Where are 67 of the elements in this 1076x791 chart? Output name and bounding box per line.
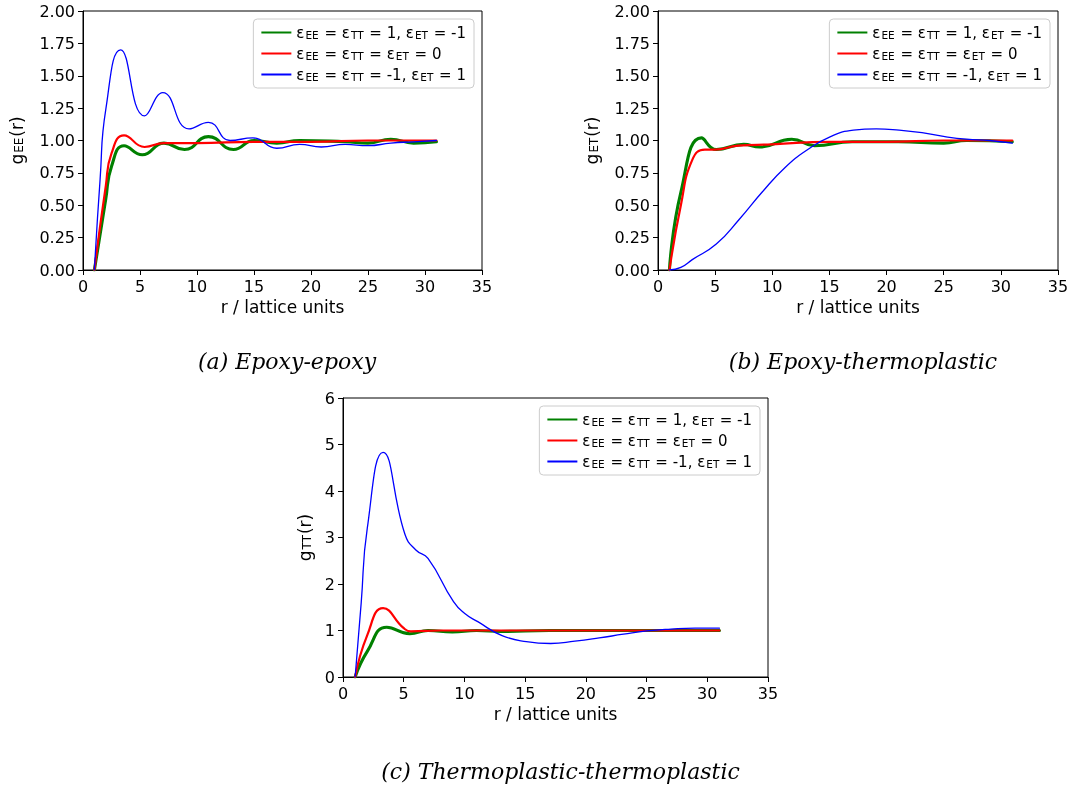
text: (b) Epoxy-thermoplastic	[728, 348, 998, 374]
y-tick-label: 0.50	[39, 195, 75, 215]
y-tick-label: 3	[324, 528, 335, 547]
y-tick-label: 1.25	[614, 98, 650, 118]
x-tick-label: 25	[636, 683, 657, 703]
y-tick-label: 1	[324, 621, 335, 640]
y-tick-label: 5	[324, 435, 335, 454]
legend-label: εEE = εTT = 1, εET = -1	[582, 410, 752, 429]
x-tick-label: 20	[300, 276, 322, 296]
y-tick-label: 1.75	[614, 33, 650, 53]
x-axis-title: r / lattice units	[796, 297, 920, 318]
y-tick-label: 0.00	[614, 260, 650, 280]
x-tick-label: 20	[575, 683, 597, 703]
x-tick-label: 15	[819, 276, 840, 296]
x-tick-label: 5	[134, 276, 146, 296]
y-tick-label: 0.00	[39, 260, 75, 280]
legend-label: εEE = εTT = 1, εET = -1	[872, 23, 1042, 42]
y-axis-title: gTT(r)	[294, 513, 315, 562]
x-tick-label: 25	[357, 276, 379, 296]
y-tick-label: 4	[324, 481, 335, 501]
text: (c) Thermoplastic-thermoplastic	[381, 758, 740, 784]
x-tick-label: 0	[77, 276, 89, 296]
x-tick-label: 25	[933, 276, 954, 296]
x-tick-label: 15	[243, 276, 265, 296]
x-tick-label: 0	[337, 683, 349, 703]
x-tick-label: 35	[471, 276, 493, 296]
x-tick-label: 35	[1047, 276, 1069, 296]
legend-label: εEE = εTT = -1, εET = 1	[296, 65, 467, 84]
legend-label: εEE = εTT = 1, εET = -1	[296, 23, 466, 42]
x-tick-label: 10	[186, 276, 208, 296]
legend-label: εEE = εTT = εET = 0	[296, 44, 442, 63]
x-tick-label: 35	[757, 683, 779, 703]
x-tick-label: 10	[454, 683, 475, 703]
legend-label: εEE = εTT = -1, εET = 1	[582, 452, 753, 471]
x-tick-label: 0	[652, 276, 664, 296]
x-tick-label: 20	[876, 276, 897, 296]
y-tick-label: 1.25	[39, 98, 75, 118]
y-tick-label: 2.00	[614, 1, 650, 21]
y-tick-label: 1.75	[39, 33, 75, 53]
y-tick-label: 6	[324, 388, 335, 408]
y-tick-label: 2.00	[39, 1, 75, 21]
x-tick-label: 5	[710, 276, 721, 296]
y-axis-title: gET(r)	[581, 116, 602, 165]
y-axis-title: gEE(r)	[6, 116, 27, 165]
y-tick-label: 1.00	[39, 131, 75, 150]
x-tick-label: 30	[990, 276, 1012, 296]
x-axis-title: r / lattice units	[220, 297, 345, 318]
legend-label: εEE = εTT = -1, εET = 1	[872, 65, 1043, 84]
y-tick-label: 1.50	[39, 66, 75, 86]
y-tick-label: 0.25	[39, 228, 75, 248]
x-tick-label: 15	[514, 683, 536, 703]
y-tick-label: 1.50	[614, 66, 650, 86]
y-tick-label: 0.75	[39, 163, 75, 183]
x-axis-title: r / lattice units	[493, 704, 618, 725]
y-tick-label: 0	[324, 667, 335, 687]
y-tick-label: 0.75	[614, 163, 650, 183]
y-tick-label: 2	[324, 574, 335, 594]
x-tick-label: 5	[398, 683, 409, 703]
text: (a) Epoxy-epoxy	[197, 348, 377, 374]
x-tick-label: 30	[414, 276, 436, 296]
y-tick-label: 0.25	[614, 228, 650, 248]
y-tick-label: 1.00	[614, 131, 650, 150]
x-tick-label: 10	[762, 276, 783, 296]
legend-label: εEE = εTT = εET = 0	[582, 431, 728, 450]
x-tick-label: 30	[697, 683, 718, 703]
legend-label: εEE = εTT = εET = 0	[872, 44, 1018, 63]
y-tick-label: 0.50	[614, 195, 650, 215]
